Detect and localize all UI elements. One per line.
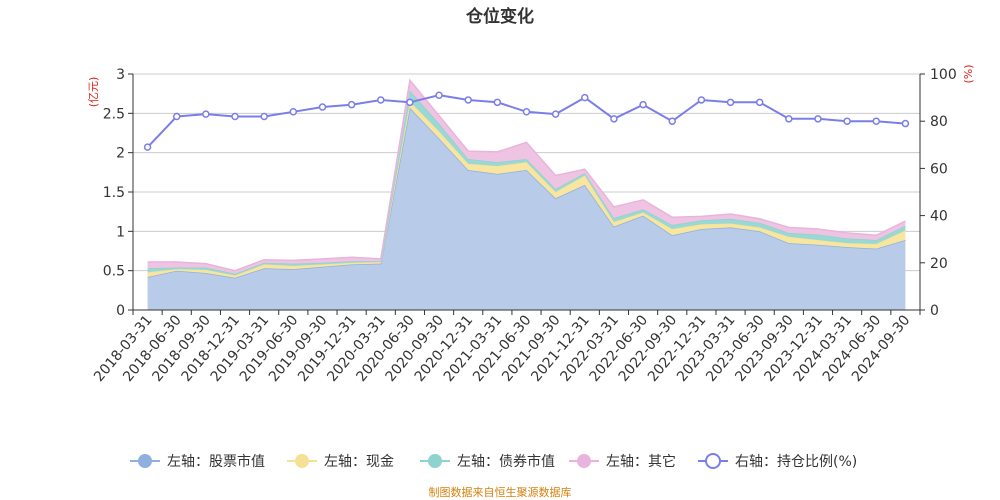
ratio-line-series (143, 91, 910, 151)
legend-marker (577, 454, 591, 468)
legend-label: 左轴：债券市值 (457, 453, 555, 470)
left-tick-label: 3 (116, 67, 125, 83)
legend-label: 左轴：股票市值 (167, 453, 265, 470)
ratio-point (347, 100, 356, 109)
legend-marker (428, 454, 442, 468)
legend-label: 左轴：其它 (606, 453, 676, 470)
right-tick-label: 60 (930, 161, 948, 177)
area-左轴：股票市值 (147, 107, 906, 310)
area-series (147, 78, 906, 310)
ratio-point (755, 98, 764, 107)
ratio-point (260, 112, 268, 121)
right-tick-label: 0 (930, 303, 939, 319)
ratio-point (726, 98, 735, 107)
right-tick-label: 100 (930, 67, 957, 83)
legend-marker (705, 453, 721, 469)
left-tick-label: 2.5 (103, 106, 125, 122)
ratio-point (785, 115, 793, 123)
left-tick-label: 1.5 (103, 185, 125, 201)
legend-label: 左轴：现金 (324, 454, 394, 470)
left-axis-unit: (亿元) (87, 77, 100, 108)
ratio-point (143, 143, 152, 151)
ratio-point (172, 112, 181, 121)
ratio-point (843, 117, 851, 125)
ratio-point (289, 108, 298, 116)
left-tick-label: 1 (116, 224, 125, 240)
ratio-point (551, 110, 560, 118)
right-tick-label: 20 (930, 256, 948, 272)
ratio-point (639, 100, 647, 109)
y-tick-labels: 0 0.5 1 1.5 2 2.5 3 0 20 40 60 80 100 (103, 67, 957, 319)
ratio-point (901, 119, 910, 128)
ratio-point (581, 93, 589, 102)
ratio-point (872, 117, 881, 125)
right-tick-label: 40 (930, 209, 948, 225)
ratio-point (202, 110, 210, 118)
right-axis-unit: (%) (962, 64, 975, 83)
x-tick-labels: 2018-03-312018-06-302018-09-302018-12-31… (91, 312, 913, 385)
ratio-point (493, 98, 502, 107)
ratio-point (814, 115, 822, 123)
chart-title: 仓位变化 (465, 6, 534, 27)
ratio-point (377, 96, 385, 104)
left-tick-label: 0 (116, 303, 125, 319)
left-tick-label: 0.5 (103, 264, 125, 280)
ratio-point (610, 115, 618, 123)
ratio-point (697, 96, 706, 104)
ratio-point (522, 108, 531, 116)
legend-marker (295, 454, 309, 468)
legend-marker (138, 454, 152, 468)
left-tick-label: 2 (116, 146, 125, 162)
legend: 左轴：股票市值 左轴：现金 左轴：债券市值 左轴：其它 右轴：持仓比例(%) (130, 453, 857, 470)
ratio-point (406, 98, 414, 107)
ratio-point (231, 112, 239, 121)
right-tick-label: 80 (930, 114, 948, 130)
source-note: 制图数据来自恒生聚源数据库 (429, 485, 572, 499)
axes (128, 73, 925, 315)
ratio-point (464, 96, 472, 104)
ratio-point (435, 91, 443, 99)
area-edge-左轴：其它 (147, 78, 906, 272)
ratio-point (318, 103, 327, 111)
legend-label: 右轴：持仓比例(%) (735, 454, 857, 470)
ratio-point (668, 117, 676, 125)
